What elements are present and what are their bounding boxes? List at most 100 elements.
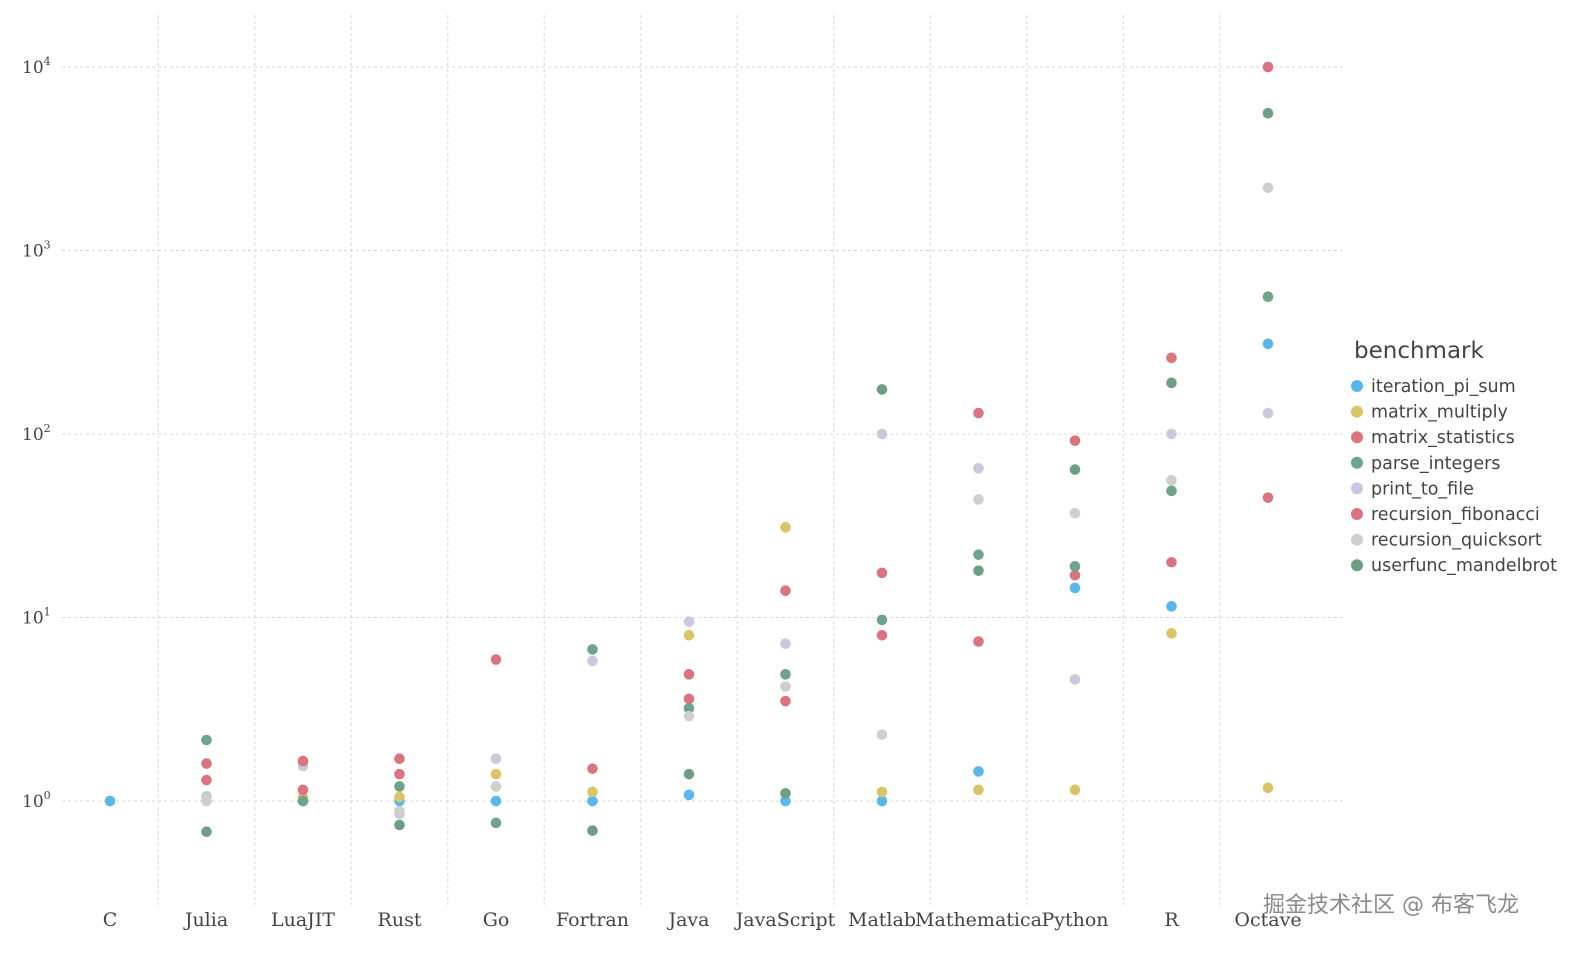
data-point-recursion-quicksort — [1262, 182, 1274, 193]
x-tick-label: Rust — [378, 909, 422, 931]
data-point-iteration-pi-sum — [683, 789, 695, 801]
data-point-matrix-multiply — [780, 522, 791, 533]
data-point-matrix-statistics — [201, 758, 212, 769]
data-point-recursion-fibonacci — [780, 585, 791, 596]
data-point-parse-integers — [490, 817, 502, 829]
data-point-iteration-pi-sum — [973, 766, 984, 777]
x-axis-ticks: C Julia LuaJIT Rust Go Fortran Java JavaScript M… — [103, 909, 1302, 931]
legend-marker — [1351, 431, 1363, 444]
data-point-recursion-fibonacci — [876, 567, 888, 579]
data-point-recursion-fibonacci — [297, 755, 309, 767]
data-point-recursion-fibonacci — [973, 407, 984, 419]
data-point-matrix-multiply — [683, 629, 695, 641]
x-tick-label: Matlab — [848, 909, 916, 931]
legend-label: recursion_fibonacci — [1371, 505, 1540, 525]
x-tick-label: Fortran — [556, 909, 629, 931]
x-tick-label: R — [1164, 909, 1179, 931]
data-point-recursion-fibonacci — [201, 774, 212, 786]
legend-items: iteration_pi_sum matrix_multiply matrix_st… — [1351, 377, 1557, 576]
data-point-recursion-quicksort — [1166, 474, 1177, 486]
data-point-recursion-fibonacci — [683, 669, 695, 680]
legend-marker — [1351, 456, 1363, 469]
data-point-matrix-multiply — [490, 768, 502, 780]
y-tick-label: 102 — [22, 422, 51, 445]
data-point-parse-integers — [683, 703, 695, 714]
data-point-userfunc-mandelbrot — [201, 826, 212, 838]
legend-label: userfunc_mandelbrot — [1371, 556, 1557, 576]
data-point-recursion-quicksort — [683, 710, 695, 722]
legend-label: print_to_file — [1371, 479, 1474, 499]
data-point-print-to-file — [973, 463, 984, 474]
data-point-matrix-multiply — [394, 791, 405, 803]
x-tick-label: Octave — [1234, 909, 1301, 931]
data-point-iteration-pi-sum — [104, 795, 116, 807]
data-point-matrix-statistics — [587, 763, 598, 774]
data-points — [104, 61, 1274, 838]
data-point-print-to-file — [490, 753, 502, 765]
data-point-print-to-file — [876, 428, 888, 440]
legend-label: iteration_pi_sum — [1371, 377, 1516, 397]
data-point-userfunc-mandelbrot — [780, 788, 791, 799]
data-point-userfunc-mandelbrot — [587, 825, 598, 836]
data-point-userfunc-mandelbrot — [876, 384, 888, 395]
data-point-matrix-statistics — [876, 629, 888, 641]
data-point-matrix-statistics — [1166, 556, 1177, 568]
data-point-matrix-statistics — [1262, 492, 1274, 503]
data-point-iteration-pi-sum — [587, 795, 598, 807]
legend-label: matrix_multiply — [1371, 403, 1508, 423]
data-point-parse-integers — [394, 781, 405, 792]
watermark: 掘金技术社区 @ 布客飞龙 — [1263, 893, 1519, 918]
grid-lines — [62, 15, 1346, 905]
data-point-print-to-file — [683, 616, 695, 627]
legend-marker — [1351, 482, 1363, 495]
x-tick-label: Mathematica — [915, 909, 1042, 931]
data-point-matrix-statistics — [1069, 569, 1081, 581]
legend-marker — [1351, 559, 1363, 572]
legend-label: recursion_quicksort — [1371, 531, 1542, 551]
x-tick-label: Java — [666, 909, 709, 931]
data-point-print-to-file — [1069, 674, 1081, 685]
y-tick-label: 101 — [22, 606, 51, 629]
data-point-recursion-quicksort — [876, 729, 888, 740]
data-point-parse-integers — [973, 549, 984, 560]
legend-label: matrix_statistics — [1371, 428, 1515, 448]
data-point-matrix-multiply — [1069, 784, 1081, 796]
data-point-matrix-statistics — [394, 768, 405, 780]
data-point-recursion-fibonacci — [1166, 352, 1177, 364]
data-point-iteration-pi-sum — [876, 795, 888, 807]
y-axis-ticks: 100 101 102 103 104 — [22, 55, 51, 812]
data-point-recursion-quicksort — [201, 795, 212, 807]
data-point-matrix-multiply — [587, 786, 598, 798]
data-point-userfunc-mandelbrot — [973, 565, 984, 576]
data-point-parse-integers — [201, 734, 212, 746]
data-point-recursion-quicksort — [1069, 507, 1081, 519]
legend-marker — [1351, 380, 1363, 392]
data-point-matrix-multiply — [1166, 628, 1177, 639]
data-point-parse-integers — [297, 795, 309, 807]
x-tick-label: Julia — [183, 909, 228, 931]
data-point-recursion-quicksort — [394, 805, 405, 817]
legend-marker — [1351, 405, 1363, 418]
legend-title: benchmark — [1354, 338, 1485, 364]
data-point-matrix-multiply — [1262, 782, 1274, 794]
y-tick-label: 103 — [22, 239, 51, 262]
data-point-parse-integers — [1166, 485, 1177, 497]
data-point-parse-integers — [1069, 561, 1081, 572]
data-point-iteration-pi-sum — [1069, 582, 1081, 594]
data-point-userfunc-mandelbrot — [683, 768, 695, 780]
x-tick-label: LuaJIT — [271, 909, 335, 931]
data-point-matrix-multiply — [876, 786, 888, 798]
data-point-matrix-statistics — [973, 636, 984, 647]
data-point-matrix-statistics — [780, 695, 791, 707]
data-point-userfunc-mandelbrot — [1166, 377, 1177, 389]
data-point-print-to-file — [1262, 407, 1274, 419]
data-point-iteration-pi-sum — [1262, 338, 1274, 350]
data-point-recursion-quicksort — [490, 781, 502, 792]
data-point-userfunc-mandelbrot — [1069, 464, 1081, 475]
data-point-print-to-file — [587, 655, 598, 667]
data-point-print-to-file — [780, 638, 791, 649]
x-tick-label: Python — [1041, 909, 1108, 931]
data-point-recursion-quicksort — [780, 681, 791, 692]
data-point-userfunc-mandelbrot — [394, 819, 405, 831]
